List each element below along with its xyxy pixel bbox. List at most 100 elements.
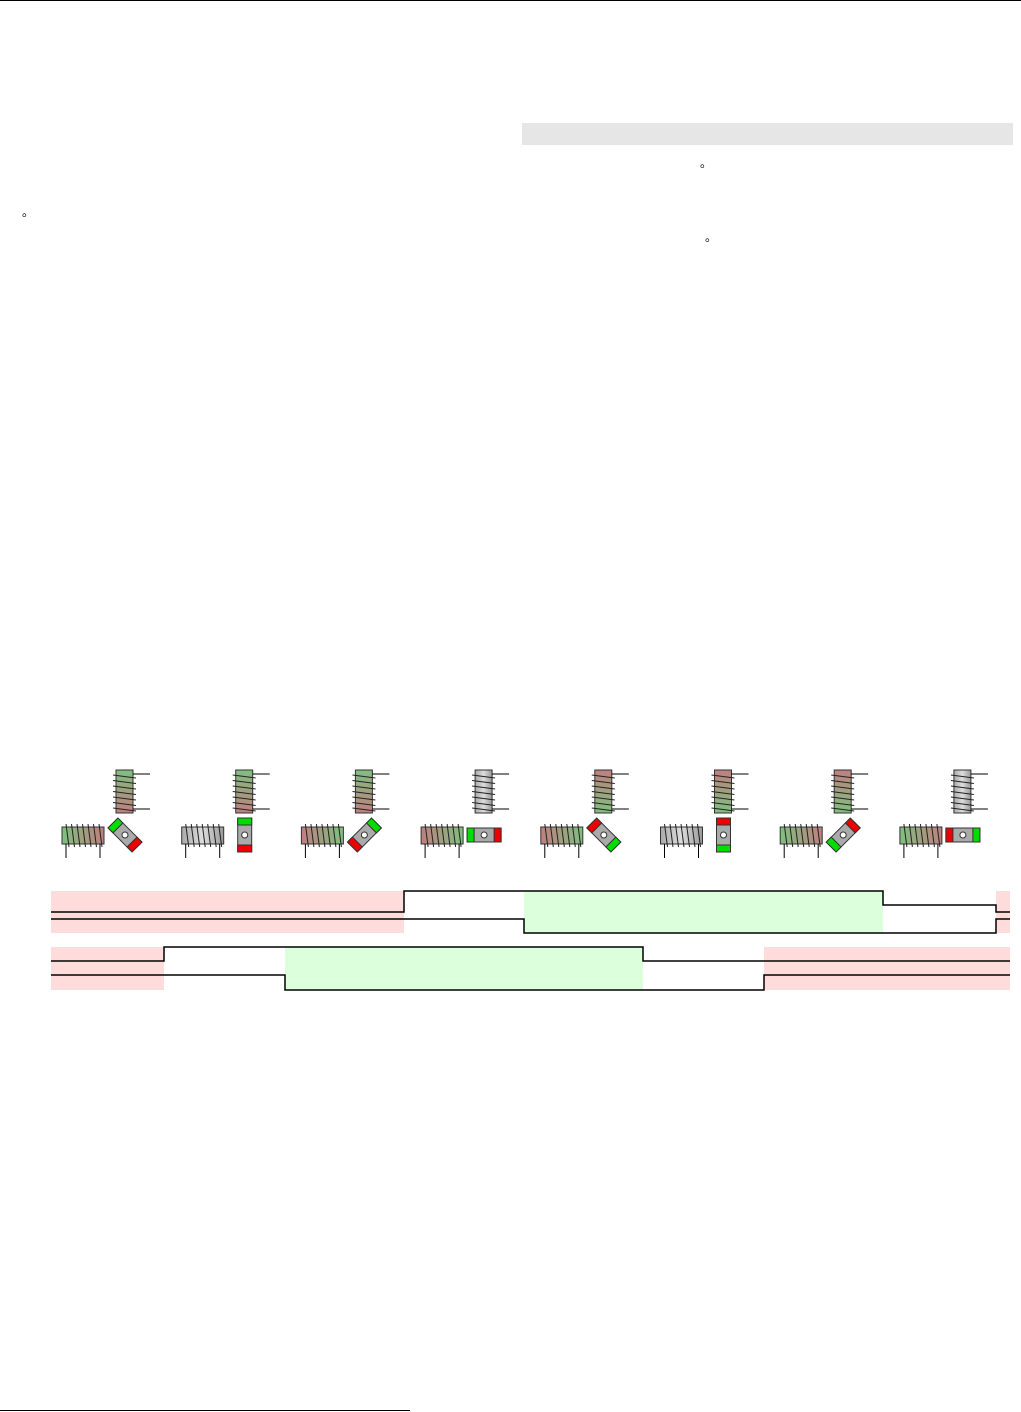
winding <box>112 796 137 801</box>
winding <box>908 823 913 848</box>
winding <box>831 780 855 784</box>
winding <box>472 774 496 779</box>
rotor <box>945 827 981 843</box>
winding <box>669 823 674 848</box>
shaft <box>121 831 129 839</box>
winding <box>805 823 810 848</box>
motor <box>660 769 749 858</box>
winding <box>571 823 576 848</box>
winding <box>577 823 582 848</box>
pole <box>107 817 124 834</box>
winding <box>831 791 855 795</box>
winding <box>185 823 190 848</box>
footnote-rule <box>0 1410 410 1411</box>
rotor <box>586 817 622 853</box>
winding <box>950 791 974 795</box>
winding <box>87 823 92 848</box>
winding <box>591 802 615 806</box>
winding <box>112 774 137 779</box>
winding <box>112 780 137 784</box>
motor <box>181 769 270 858</box>
winding <box>794 823 799 848</box>
winding <box>789 823 794 848</box>
winding <box>196 823 201 848</box>
top-rule <box>0 0 1021 1</box>
winding <box>71 823 75 848</box>
winding <box>591 785 615 790</box>
winding <box>555 823 560 848</box>
winding <box>65 823 70 848</box>
winding <box>711 802 735 806</box>
winding <box>591 780 615 784</box>
pole <box>825 836 842 853</box>
winding <box>950 785 974 790</box>
pole <box>237 844 253 853</box>
winding <box>112 807 137 812</box>
rotor <box>237 817 253 853</box>
winding <box>711 785 735 790</box>
pole <box>346 836 363 853</box>
winding <box>212 823 217 848</box>
winding <box>711 774 735 779</box>
shaft <box>480 831 488 839</box>
text: 。 <box>22 205 35 219</box>
winding <box>903 823 908 848</box>
winding <box>566 823 571 848</box>
pole <box>605 836 622 853</box>
winding <box>201 823 206 848</box>
winding <box>711 791 735 795</box>
winding <box>435 823 440 848</box>
winding <box>936 823 941 848</box>
motor <box>540 769 629 858</box>
winding <box>711 796 735 801</box>
shaft <box>360 831 368 839</box>
winding <box>950 802 974 806</box>
winding <box>352 774 376 779</box>
winding <box>430 823 435 848</box>
winding <box>232 780 256 784</box>
winding <box>218 823 223 848</box>
winding <box>452 823 457 848</box>
pole <box>586 817 603 834</box>
winding <box>112 791 137 795</box>
pole <box>945 827 954 843</box>
rotor <box>825 817 861 853</box>
rotor <box>716 817 731 853</box>
winding <box>446 823 451 848</box>
motor <box>61 769 150 858</box>
shaft <box>720 831 727 839</box>
winding <box>352 780 376 784</box>
winding <box>950 807 974 812</box>
text: 。 <box>705 230 718 244</box>
shaft <box>600 831 608 839</box>
winding <box>591 796 615 801</box>
winding <box>352 807 376 812</box>
winding <box>591 807 615 812</box>
winding <box>472 802 496 806</box>
winding <box>326 823 331 848</box>
winding <box>232 807 256 812</box>
motor <box>899 769 988 858</box>
winding <box>930 823 935 848</box>
pole <box>466 827 475 843</box>
shaft <box>241 831 249 839</box>
winding <box>232 785 256 790</box>
winding <box>112 785 137 790</box>
winding <box>591 791 615 795</box>
winding <box>337 823 342 848</box>
winding <box>925 823 930 848</box>
winding <box>950 780 974 784</box>
winding <box>914 823 919 848</box>
winding <box>549 823 554 848</box>
winding <box>711 780 735 784</box>
winding <box>472 796 496 801</box>
winding <box>831 807 855 812</box>
motor <box>420 769 510 858</box>
rotor <box>346 817 383 853</box>
winding <box>352 802 376 806</box>
winding <box>831 796 855 801</box>
winding <box>680 823 685 848</box>
stepper-diagram <box>51 769 1010 991</box>
winding <box>811 823 816 848</box>
